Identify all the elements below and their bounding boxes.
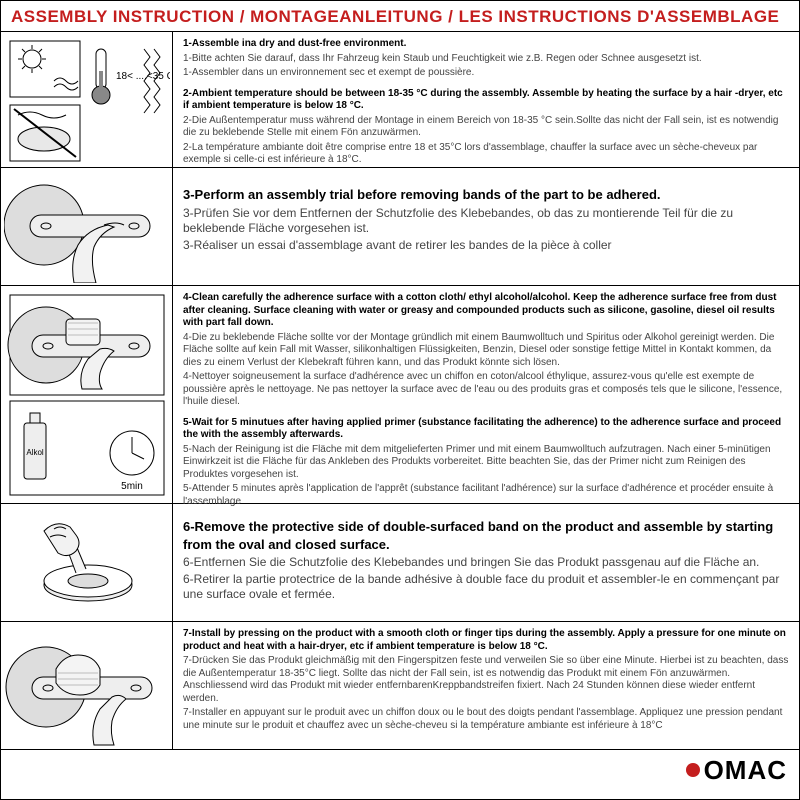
text-4: 6-Remove the protective side of double-s…: [173, 504, 799, 621]
step5-lead: 5-Wait for 5 minutues after having appli…: [183, 417, 789, 442]
step3-lead: 3-Perform an assembly trial before remov…: [183, 186, 789, 204]
trial-icon: [4, 171, 170, 283]
step1-fr: 1-Assembler dans un environnement sec et…: [183, 67, 789, 80]
text-2: 3-Perform an assembly trial before remov…: [173, 168, 799, 285]
row-3: Alkol 5min 4-Clean carefully the adheren…: [1, 286, 799, 504]
row-1: 18< ....<35 C 1-Assemble ina dry and dus…: [1, 32, 799, 168]
illus-1: 18< ....<35 C: [1, 32, 173, 167]
text-5: 7-Install by pressing on the product wit…: [173, 622, 799, 749]
illus-5: [1, 622, 173, 749]
step7-lead: 7-Install by pressing on the product wit…: [183, 628, 789, 653]
row-5: 7-Install by pressing on the product wit…: [1, 622, 799, 750]
svg-text:5min: 5min: [121, 481, 143, 492]
step6-de: 6-Entfernen Sie die Schutzfolie des Kleb…: [183, 555, 789, 570]
clean-primer-icon: Alkol 5min: [4, 289, 170, 501]
text-3: 4-Clean carefully the adherence surface …: [173, 286, 799, 503]
illus-3: Alkol 5min: [1, 286, 173, 503]
step3-de: 3-Prüfen Sie vor dem Entfernen der Schut…: [183, 206, 789, 236]
rows-container: 18< ....<35 C 1-Assemble ina dry and dus…: [1, 32, 799, 799]
step2-de: 2-Die Außentemperatur muss während der M…: [183, 115, 789, 140]
step3-fr: 3-Réaliser un essai d'assemblage avant d…: [183, 238, 789, 253]
temperature-icon: 18< ....<35 C: [4, 35, 170, 165]
step4-lead: 4-Clean carefully the adherence surface …: [183, 292, 789, 330]
step4-de: 4-Die zu beklebende Fläche sollte vor de…: [183, 332, 789, 370]
illus-2: [1, 168, 173, 285]
page-title: ASSEMBLY INSTRUCTION / MONTAGEANLEITUNG …: [1, 1, 799, 32]
svg-text:18< ....<35 C: 18< ....<35 C: [116, 71, 170, 82]
instruction-sheet: ASSEMBLY INSTRUCTION / MONTAGEANLEITUNG …: [0, 0, 800, 800]
step7-fr: 7-Installer en appuyant sur le produit a…: [183, 707, 789, 732]
step1-de: 1-Bitte achten Sie darauf, dass Ihr Fahr…: [183, 53, 789, 66]
step1-lead: 1-Assemble ina dry and dust-free environ…: [183, 38, 789, 51]
press-install-icon: [4, 625, 170, 747]
illus-4: [1, 504, 173, 621]
step7-de: 7-Drücken Sie das Produkt gleichmäßig mi…: [183, 655, 789, 705]
svg-text:Alkol: Alkol: [26, 448, 44, 457]
step6-fr: 6-Retirer la partie protectrice de la ba…: [183, 572, 789, 602]
peel-tape-icon: [4, 507, 170, 619]
text-1: 1-Assemble ina dry and dust-free environ…: [173, 32, 799, 167]
step6-lead: 6-Remove the protective side of double-s…: [183, 518, 789, 553]
logo-dot-icon: [686, 763, 700, 777]
row-2: 3-Perform an assembly trial before remov…: [1, 168, 799, 286]
step2-fr: 2-La température ambiante doit être comp…: [183, 142, 789, 167]
logo-text: OMAC: [704, 755, 787, 786]
step4-fr: 4-Nettoyer soigneusement la surface d'ad…: [183, 371, 789, 409]
step2-lead: 2-Ambient temperature should be between …: [183, 88, 789, 113]
step5-de: 5-Nach der Reinigung ist die Fläche mit …: [183, 444, 789, 482]
brand-logo: OMAC: [686, 755, 787, 786]
footer: OMAC: [1, 750, 799, 790]
row-4: 6-Remove the protective side of double-s…: [1, 504, 799, 622]
